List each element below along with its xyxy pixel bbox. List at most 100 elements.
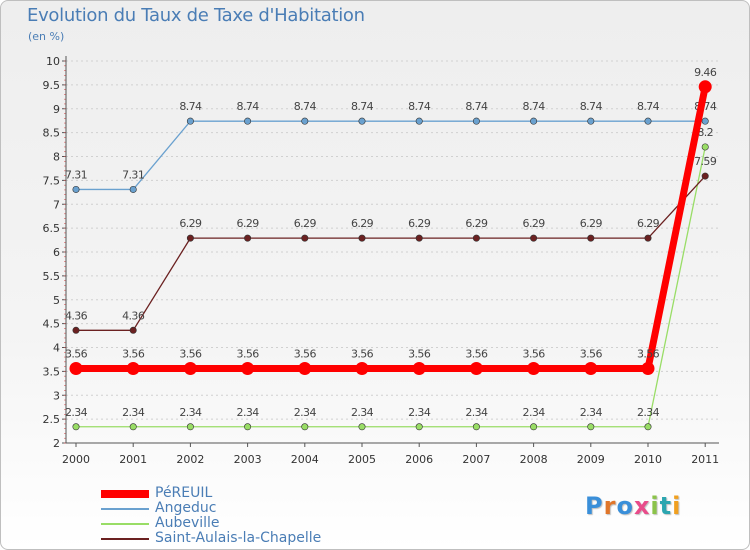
data-point <box>587 117 595 125</box>
data-label: 3.56 <box>580 348 603 361</box>
legend-label: Aubeville <box>155 515 220 531</box>
data-point <box>701 143 709 151</box>
data-point <box>241 362 255 376</box>
data-point <box>530 423 538 431</box>
data-label: 8.74 <box>637 100 660 113</box>
legend-swatch <box>101 508 149 510</box>
data-label: 2.34 <box>122 406 145 419</box>
data-point <box>244 423 252 431</box>
data-point <box>412 362 426 376</box>
y-tick-label: 4 <box>53 342 60 355</box>
x-tick-label: 2007 <box>462 453 490 466</box>
y-tick-label: 8 <box>53 151 60 164</box>
data-point <box>72 423 80 431</box>
data-point <box>472 117 480 125</box>
y-tick-label: 6 <box>53 246 60 259</box>
data-point <box>584 362 598 376</box>
data-label: 8.74 <box>294 100 317 113</box>
data-label: 2.34 <box>65 406 88 419</box>
data-point <box>530 117 538 125</box>
data-label: 8.74 <box>408 100 431 113</box>
data-label: 4.36 <box>65 309 88 322</box>
data-label: 3.56 <box>637 348 660 361</box>
data-label: 3.56 <box>237 348 260 361</box>
data-label: 4.36 <box>122 309 145 322</box>
data-point <box>641 362 655 376</box>
data-label: 3.56 <box>351 348 374 361</box>
data-point <box>472 234 480 242</box>
data-point <box>701 172 709 180</box>
x-tick-label: 2001 <box>119 453 147 466</box>
y-tick-label: 9.5 <box>43 79 61 92</box>
y-tick-label: 2.5 <box>43 413 61 426</box>
data-label: 3.56 <box>179 348 202 361</box>
x-tick-label: 2000 <box>62 453 90 466</box>
logo-letter: r <box>603 492 617 520</box>
y-tick-label: 10 <box>46 55 60 68</box>
data-point <box>415 423 423 431</box>
data-point <box>186 117 194 125</box>
data-point <box>129 423 137 431</box>
y-tick-label: 3 <box>53 389 60 402</box>
legend-label: Saint-Aulais-la-Chapelle <box>155 530 322 546</box>
data-point <box>69 362 83 376</box>
data-label: 8.74 <box>465 100 488 113</box>
y-tick-label: 5 <box>53 294 60 307</box>
data-label: 6.29 <box>465 217 488 230</box>
data-label: 6.29 <box>351 217 374 230</box>
data-point <box>358 234 366 242</box>
x-tick-label: 2010 <box>634 453 662 466</box>
y-tick-label: 4.5 <box>43 318 61 331</box>
data-label: 8.2 <box>697 126 713 139</box>
x-tick-label: 2004 <box>291 453 319 466</box>
data-point <box>358 117 366 125</box>
x-tick-label: 2003 <box>234 453 262 466</box>
data-point <box>72 326 80 334</box>
data-label: 2.34 <box>580 406 603 419</box>
data-label: 8.74 <box>351 100 374 113</box>
data-point <box>527 362 541 376</box>
data-label: 2.34 <box>237 406 260 419</box>
legend-swatch <box>101 523 149 525</box>
data-point <box>587 234 595 242</box>
data-label: 7.59 <box>694 155 717 168</box>
data-point <box>183 362 197 376</box>
data-label: 2.34 <box>351 406 374 419</box>
data-point <box>698 80 712 94</box>
data-label: 6.29 <box>408 217 431 230</box>
x-tick-label: 2009 <box>577 453 605 466</box>
x-tick-label: 2008 <box>520 453 548 466</box>
data-point <box>530 234 538 242</box>
data-point <box>701 117 709 125</box>
data-label: 6.29 <box>237 217 260 230</box>
legend-swatch <box>101 490 149 498</box>
data-label: 7.31 <box>122 168 144 181</box>
data-label: 6.29 <box>580 217 603 230</box>
data-label: 2.34 <box>294 406 317 419</box>
data-label: 8.74 <box>179 100 202 113</box>
data-label: 2.34 <box>465 406 488 419</box>
legend-label: PéREUIL <box>155 485 213 501</box>
data-point <box>469 362 483 376</box>
data-label: 2.34 <box>523 406 546 419</box>
data-point <box>644 117 652 125</box>
data-label: 2.34 <box>408 406 431 419</box>
data-label: 6.29 <box>523 217 546 230</box>
logo-letter: i <box>672 492 682 520</box>
data-point <box>186 423 194 431</box>
data-point <box>298 362 312 376</box>
data-point <box>186 234 194 242</box>
data-point <box>244 117 252 125</box>
y-tick-label: 3.5 <box>43 365 61 378</box>
data-point <box>644 423 652 431</box>
logo-letter: i <box>650 492 660 520</box>
legend-swatch <box>101 538 149 540</box>
y-tick-label: 7 <box>53 198 60 211</box>
data-point <box>472 423 480 431</box>
data-point <box>301 234 309 242</box>
data-label: 3.56 <box>65 348 88 361</box>
legend-label: Angeduc <box>155 500 217 516</box>
data-label: 6.29 <box>294 217 317 230</box>
data-label: 8.74 <box>523 100 546 113</box>
data-point <box>129 326 137 334</box>
